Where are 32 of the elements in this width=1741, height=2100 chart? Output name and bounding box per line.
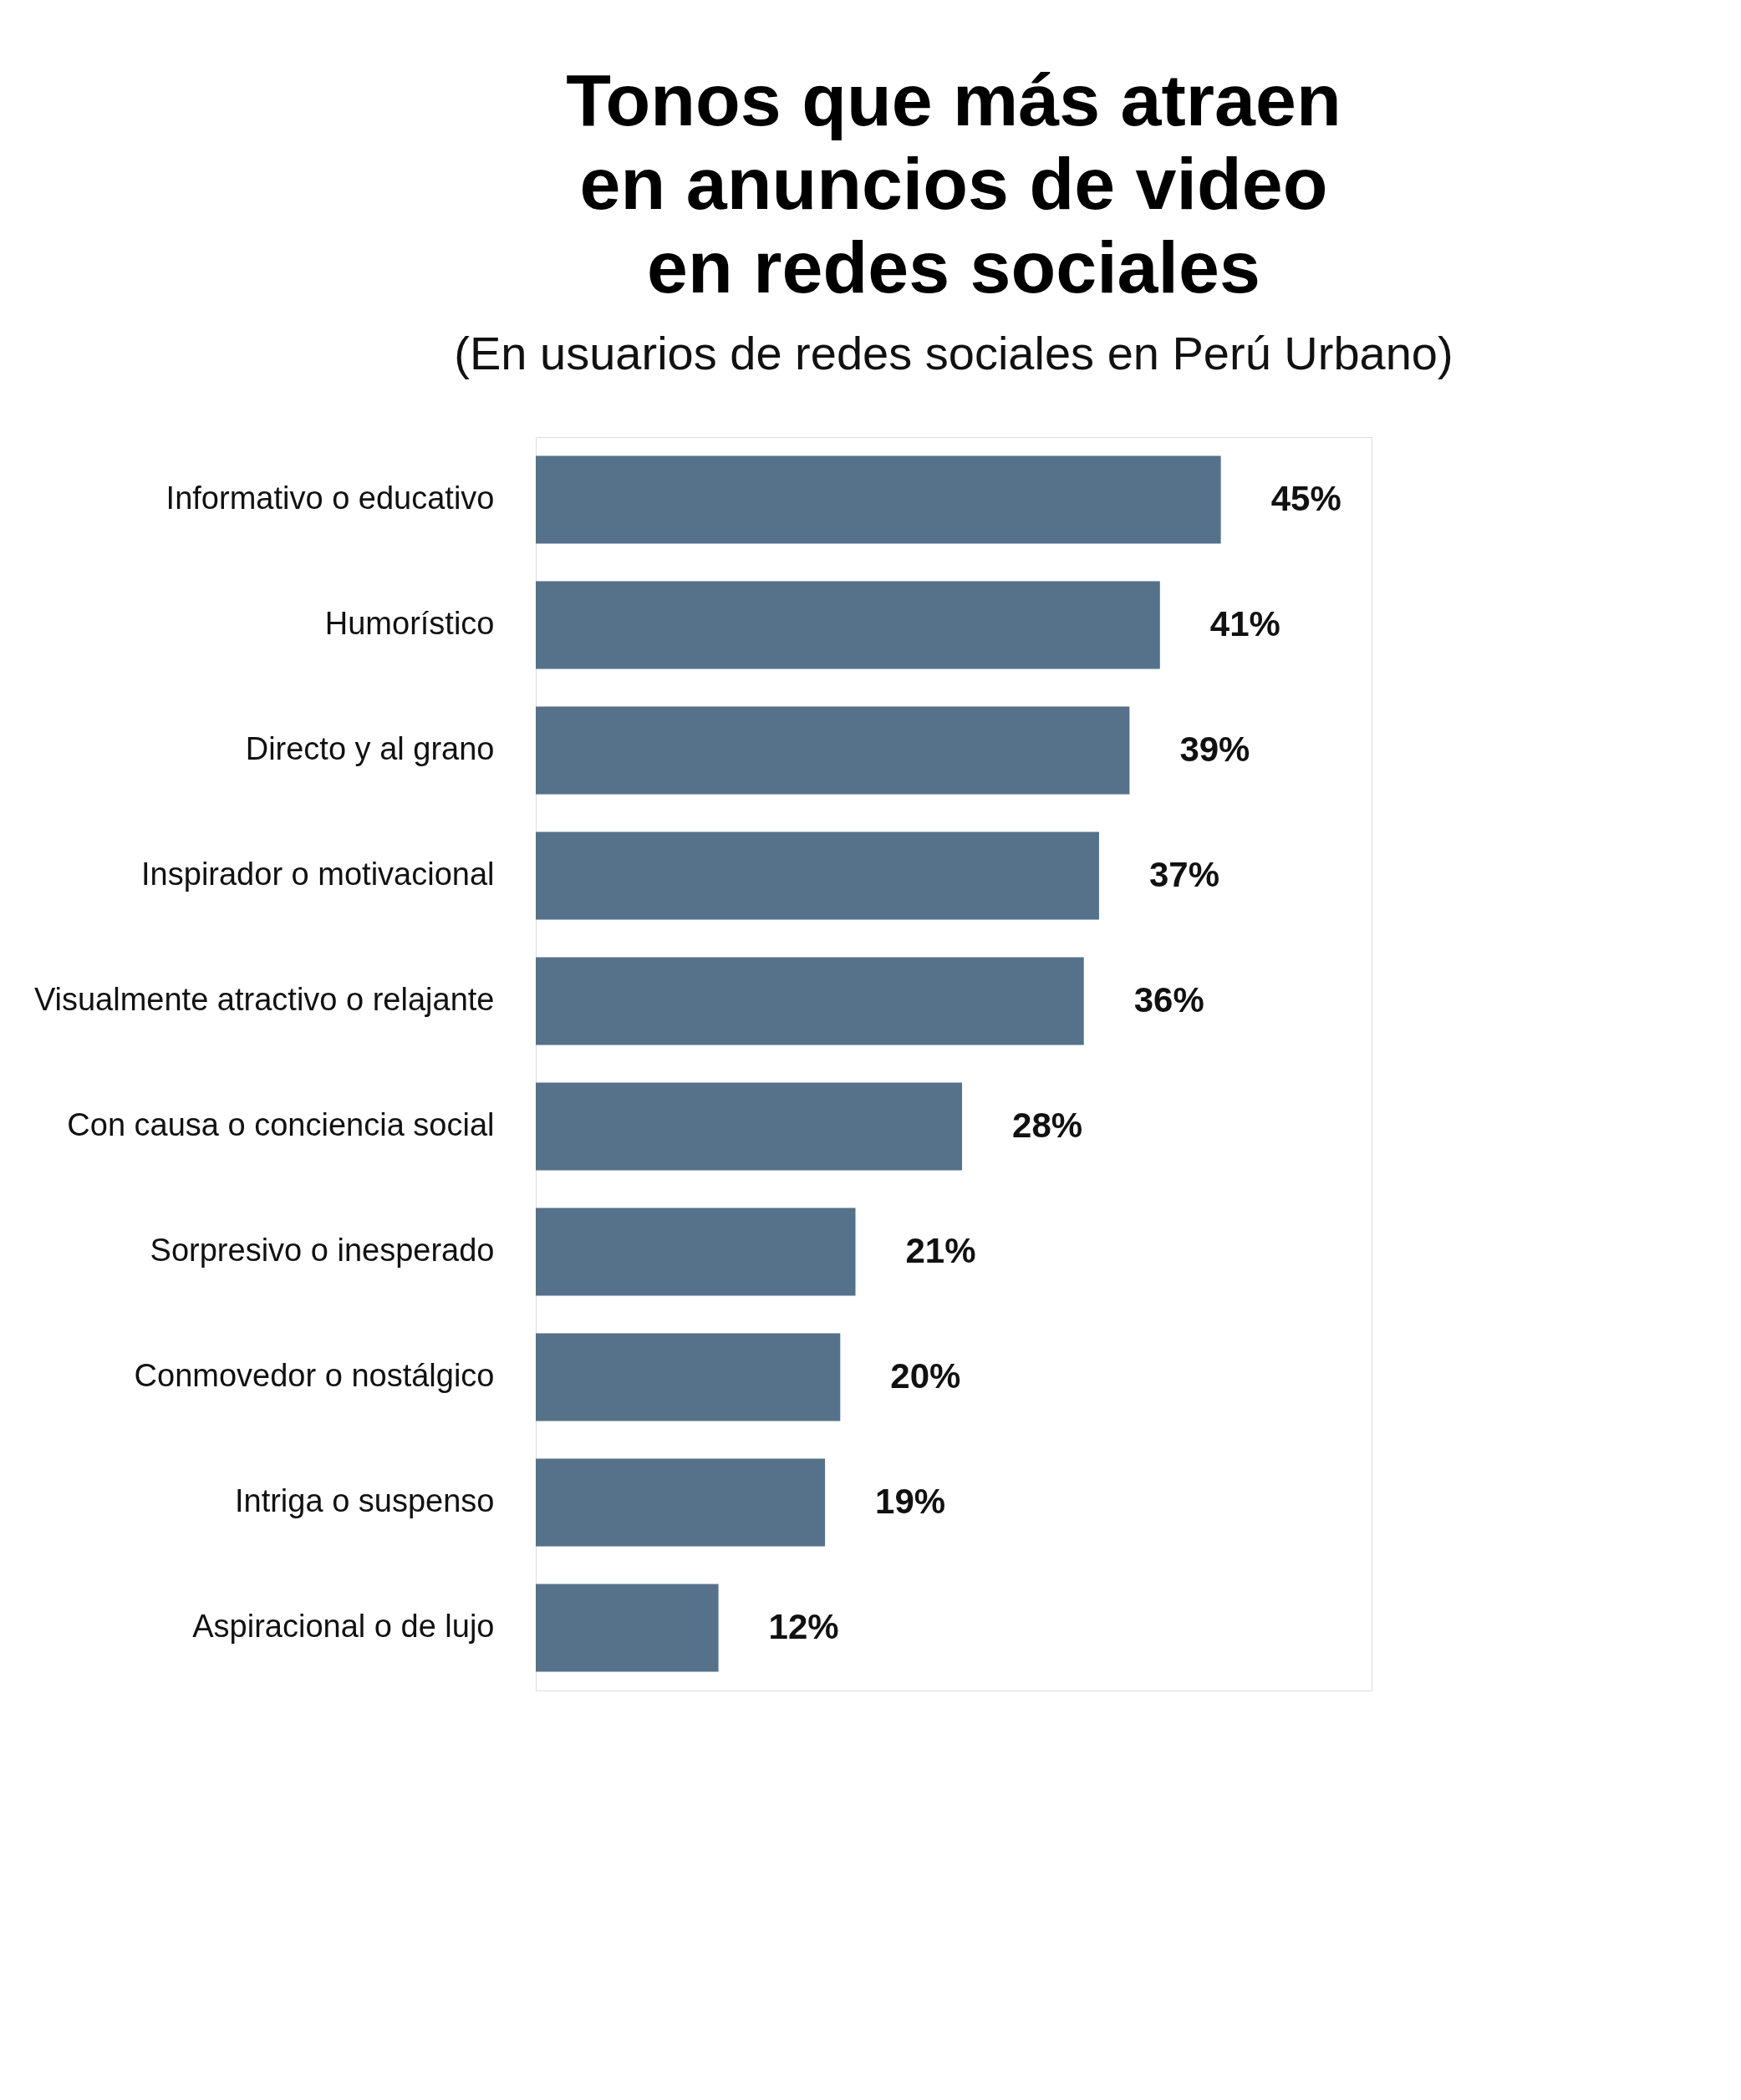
y-tick-label: Visualmente atractivo o relajante [33, 982, 495, 1017]
data-label: 20% [890, 1356, 961, 1396]
data-label: 37% [1148, 855, 1220, 894]
bar [536, 831, 1099, 920]
y-tick-label: Sorpresivo o inesperado [150, 1233, 495, 1268]
data-label: 19% [875, 1482, 946, 1521]
y-tick-label: Informativo o educativo [165, 481, 495, 516]
data-label: 36% [1133, 980, 1204, 1019]
y-tick-label: Con causa o conciencia social [67, 1107, 495, 1142]
chart-title: Tonos que más atraen en anuncios de video en redes sociales [566, 58, 1341, 308]
y-tick-label: Conmovedor o nostálgico [134, 1358, 495, 1393]
y-tick-label: Intriga o suspenso [234, 1483, 495, 1518]
data-label: 45% [1270, 479, 1341, 518]
data-label: 21% [905, 1231, 976, 1270]
y-tick-label: Inspirador o motivacional [141, 857, 495, 892]
bar [536, 957, 1084, 1045]
data-label: 39% [1179, 730, 1250, 769]
data-label: 41% [1209, 604, 1280, 643]
bar [536, 1458, 826, 1547]
bar [536, 455, 1221, 544]
bar [536, 1584, 719, 1672]
bar [536, 1082, 963, 1171]
y-tick-label: Aspiracional o de lujo [192, 1609, 495, 1644]
bar [536, 581, 1160, 669]
data-label: 12% [768, 1607, 839, 1646]
bar [536, 706, 1130, 795]
data-label: 28% [1012, 1106, 1083, 1145]
bar [536, 1208, 856, 1296]
y-tick-label: Humorístico [324, 606, 495, 641]
y-tick-label: Directo y al grano [245, 731, 495, 766]
bar [536, 1333, 841, 1421]
chart-subtitle: (En usuarios de redes sociales en Perú Urbano) [454, 327, 1453, 379]
